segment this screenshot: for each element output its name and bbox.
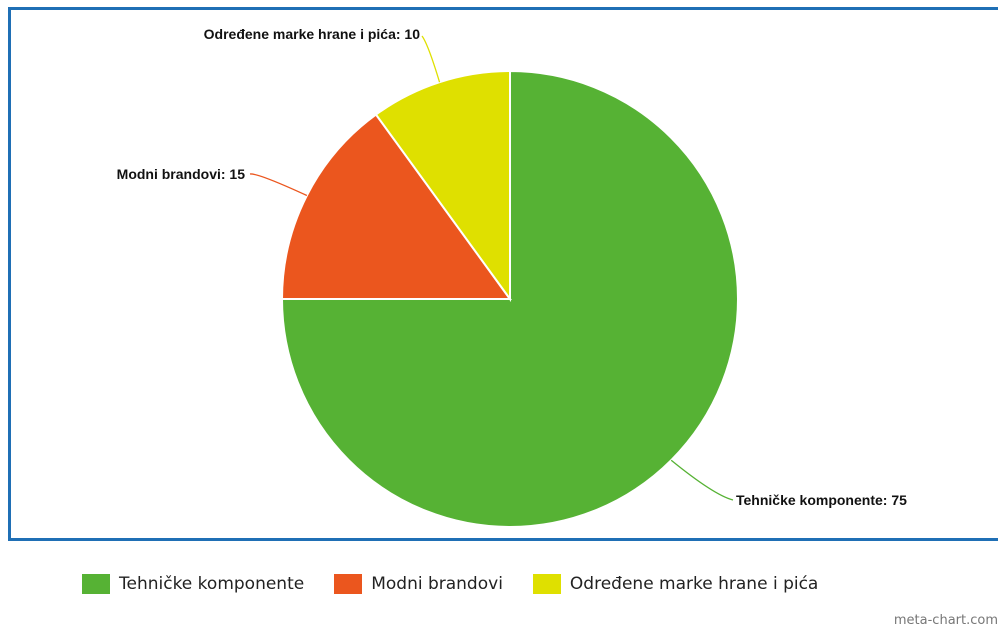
legend-label-modni: Modni brandovi <box>371 574 503 594</box>
legend-swatch-tehnicke <box>82 574 110 594</box>
legend-label-hrana: Određene marke hrane i pića <box>569 574 819 594</box>
legend-item-modni[interactable]: Modni brandovi <box>334 574 503 594</box>
watermark: meta-chart.com <box>893 613 998 628</box>
legend-swatch-modni <box>334 574 363 594</box>
data-label-modni: Modni brandovi: 15 <box>117 166 246 182</box>
legend-label-tehnicke: Tehničke komponente <box>119 574 305 594</box>
legend-item-tehnicke[interactable]: Tehničke komponente <box>82 574 304 594</box>
data-label-hrana: Određene marke hrane i pića: 10 <box>204 26 421 42</box>
pie-chart: Tehničke komponente: 75 Modni brandovi: 1… <box>117 26 907 528</box>
legend-swatch-hrana <box>532 574 561 594</box>
leader-line-tehnicke <box>670 459 734 501</box>
legend-item-hrana[interactable]: Određene marke hrane i pića <box>532 574 819 594</box>
leader-line-modni <box>249 173 308 197</box>
data-label-tehnicke: Tehničke komponente: 75 <box>736 492 907 508</box>
legend: Tehničke komponente Modni brandovi Određ… <box>82 574 848 594</box>
leader-line-hrana <box>421 35 441 83</box>
